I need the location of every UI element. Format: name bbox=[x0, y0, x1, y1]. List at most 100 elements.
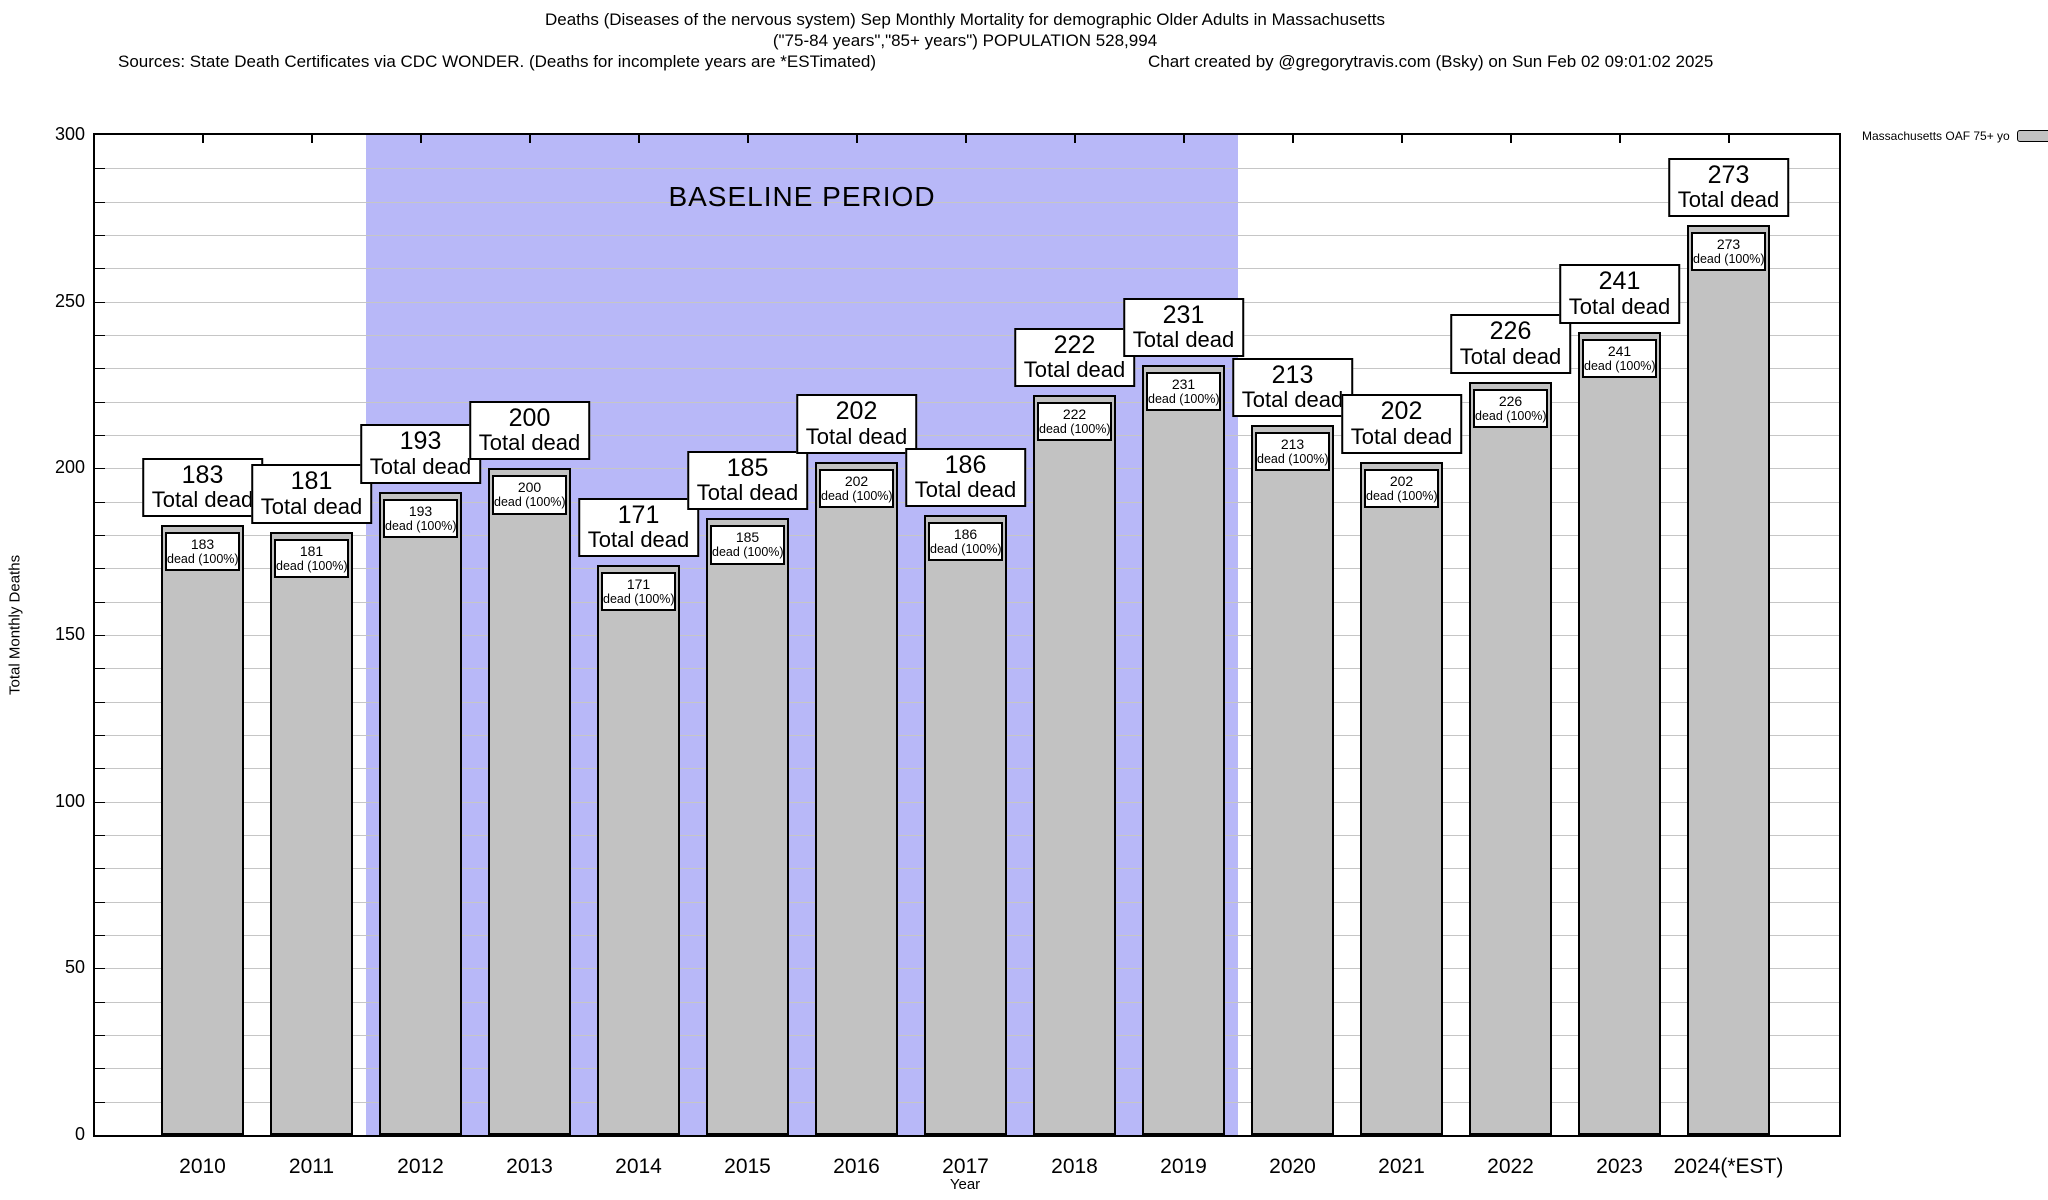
bar-inner-value: 273 bbox=[1716, 236, 1741, 252]
y-tick-label: 100 bbox=[54, 790, 85, 811]
x-tick-label: 2019 bbox=[1160, 1155, 1207, 1178]
top-tick-mark bbox=[1182, 135, 1185, 143]
total-value: 202 bbox=[835, 397, 878, 426]
bar-2021: 202 dead (100%) bbox=[1360, 461, 1443, 1135]
gridline bbox=[95, 235, 1839, 236]
total-value: 202 bbox=[1380, 397, 1423, 426]
bar-2018: 222 dead (100%) bbox=[1033, 395, 1116, 1135]
bar-2019: 231 dead (100%) bbox=[1142, 365, 1225, 1135]
total-suffix: Total dead bbox=[1568, 293, 1671, 319]
bar-inner-suffix: dead (100%) bbox=[276, 558, 348, 573]
top-tick-mark bbox=[1400, 135, 1403, 143]
y-tick-mark bbox=[95, 768, 105, 770]
total-value: 213 bbox=[1271, 360, 1314, 389]
y-tick-mark bbox=[95, 335, 105, 336]
y-tick-label: 50 bbox=[64, 957, 85, 978]
total-suffix: Total dead bbox=[1350, 423, 1453, 449]
bar-inner-value: 185 bbox=[735, 529, 760, 546]
x-tick-label: 2024(*EST) bbox=[1673, 1155, 1784, 1178]
bar-inner-label: 222 dead (100%) bbox=[1037, 402, 1112, 442]
x-tick-label: 2021 bbox=[1378, 1155, 1425, 1178]
x-tick-label: 2017 bbox=[942, 1155, 989, 1178]
y-tick-mark bbox=[95, 401, 105, 403]
total-value: 222 bbox=[1053, 330, 1096, 359]
y-tick-mark bbox=[95, 235, 105, 236]
bar-inner-value: 171 bbox=[626, 576, 651, 592]
bar-2022: 226 dead (100%) bbox=[1469, 381, 1552, 1135]
gridline bbox=[95, 401, 1839, 403]
bar-inner-label: 202 dead (100%) bbox=[819, 468, 894, 509]
y-tick-mark bbox=[95, 1101, 105, 1103]
total-suffix: Total dead bbox=[151, 486, 254, 512]
top-tick-mark bbox=[1291, 135, 1294, 143]
bar-2015: 185 dead (100%) bbox=[706, 518, 789, 1135]
bar-total-label: 202 Total dead bbox=[795, 394, 918, 454]
bar-total-label: 222 Total dead bbox=[1013, 327, 1136, 387]
bar-total-label: 185 Total dead bbox=[686, 451, 809, 511]
sources-note: Sources: State Death Certificates via CD… bbox=[118, 52, 877, 71]
y-tick-label: 300 bbox=[54, 124, 85, 144]
total-value: 185 bbox=[726, 454, 769, 482]
bar-inner-label: 213 dead (100%) bbox=[1255, 432, 1330, 472]
total-suffix: Total dead bbox=[1677, 186, 1780, 212]
total-suffix: Total dead bbox=[805, 423, 908, 449]
bar-inner-value: 213 bbox=[1280, 436, 1305, 452]
bar-2010: 183 dead (100%) bbox=[161, 525, 244, 1135]
y-tick-mark bbox=[95, 868, 105, 870]
bar-inner-suffix: dead (100%) bbox=[1693, 252, 1765, 267]
chart-title-line2: ("75-84 years","85+ years") POPULATION 5… bbox=[772, 31, 1158, 50]
bar-inner-suffix: dead (100%) bbox=[1584, 358, 1656, 373]
x-tick-label: 2015 bbox=[724, 1155, 771, 1178]
x-tick-label: 2013 bbox=[506, 1155, 553, 1178]
bar-2014: 171 dead (100%) bbox=[597, 565, 680, 1135]
x-tick-label: 2012 bbox=[397, 1155, 444, 1178]
bar-inner-label: 241 dead (100%) bbox=[1582, 338, 1657, 379]
bar-inner-suffix: dead (100%) bbox=[167, 552, 239, 567]
gridline bbox=[95, 201, 1839, 203]
bar-inner-value: 200 bbox=[517, 479, 542, 496]
legend-swatch-icon bbox=[2016, 130, 2048, 142]
y-tick-mark bbox=[95, 201, 105, 203]
x-tick-label: 2018 bbox=[1051, 1155, 1098, 1178]
bar-inner-value: 222 bbox=[1062, 406, 1087, 422]
total-suffix: Total dead bbox=[369, 453, 472, 479]
y-tick-mark bbox=[95, 701, 105, 703]
y-tick-mark bbox=[95, 901, 105, 903]
bar-2013: 200 dead (100%) bbox=[488, 468, 571, 1135]
bar-inner-value: 183 bbox=[190, 536, 215, 552]
gridline bbox=[95, 368, 1839, 370]
total-value: 226 bbox=[1489, 317, 1532, 346]
y-tick-mark bbox=[95, 635, 105, 636]
y-tick-mark bbox=[95, 368, 105, 370]
gridline bbox=[95, 435, 1839, 436]
bar-total-label: 186 Total dead bbox=[904, 447, 1027, 507]
gridline bbox=[95, 301, 1839, 303]
top-tick-mark bbox=[201, 135, 204, 143]
bar-2024(*EST): 273 dead (100%) bbox=[1687, 225, 1770, 1135]
bar-inner-label: 185 dead (100%) bbox=[710, 525, 785, 565]
total-value: 171 bbox=[617, 500, 660, 529]
top-tick-mark bbox=[1073, 135, 1076, 143]
bar-inner-label: 226 dead (100%) bbox=[1473, 388, 1548, 429]
x-tick-label: 2016 bbox=[833, 1155, 880, 1178]
y-tick-mark bbox=[95, 601, 105, 603]
total-suffix: Total dead bbox=[260, 493, 363, 519]
bar-inner-value: 202 bbox=[1389, 472, 1414, 489]
x-tick-label: 2010 bbox=[179, 1155, 226, 1178]
legend: Massachusetts OAF 75+ yo bbox=[1862, 129, 2048, 143]
bar-inner-value: 193 bbox=[408, 502, 433, 519]
y-tick-mark bbox=[95, 301, 105, 303]
top-tick-mark bbox=[419, 135, 422, 143]
bar-inner-suffix: dead (100%) bbox=[494, 495, 566, 510]
bar-2016: 202 dead (100%) bbox=[815, 461, 898, 1135]
bar-inner-value: 181 bbox=[299, 542, 324, 559]
bar-inner-suffix: dead (100%) bbox=[1257, 452, 1329, 467]
total-value: 200 bbox=[508, 404, 551, 432]
top-tick-mark bbox=[855, 135, 858, 143]
bar-inner-label: 231 dead (100%) bbox=[1146, 372, 1221, 412]
bar-2011: 181 dead (100%) bbox=[270, 531, 353, 1135]
total-value: 186 bbox=[944, 450, 987, 479]
x-tick-label: 2022 bbox=[1487, 1155, 1534, 1178]
bar-total-label: 226 Total dead bbox=[1449, 314, 1572, 374]
